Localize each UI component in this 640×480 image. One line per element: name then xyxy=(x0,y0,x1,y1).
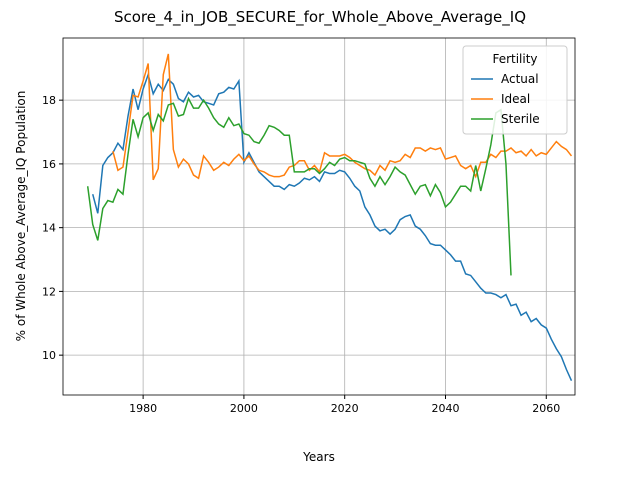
legend-box xyxy=(462,45,568,135)
x-tick-label: 1980 xyxy=(129,402,157,415)
legend-label: Ideal xyxy=(501,92,530,106)
chart-title: Score_4_in_JOB_SECURE_for_Whole_Above_Av… xyxy=(114,8,526,27)
x-tick-label: 2040 xyxy=(431,402,459,415)
x-tick-label: 2020 xyxy=(331,402,359,415)
legend-label: Sterile xyxy=(501,112,540,126)
x-tick-label: 2000 xyxy=(230,402,258,415)
y-tick-label: 16 xyxy=(42,158,56,171)
series-line xyxy=(112,53,573,181)
y-tick-label: 12 xyxy=(42,285,56,298)
legend-title: Fertility xyxy=(492,52,537,66)
y-axis-label: % of Whole Above_Average_IQ Population xyxy=(14,91,28,342)
y-tick-label: 18 xyxy=(42,94,56,107)
y-tick-label: 10 xyxy=(42,349,56,362)
x-tick-label: 2060 xyxy=(532,402,560,415)
y-tick-label: 14 xyxy=(42,222,56,235)
series-line xyxy=(86,96,512,276)
legend-label: Actual xyxy=(501,72,539,86)
plot-frame xyxy=(62,37,576,396)
x-axis-label: Years xyxy=(302,450,335,464)
series-line xyxy=(92,72,573,381)
